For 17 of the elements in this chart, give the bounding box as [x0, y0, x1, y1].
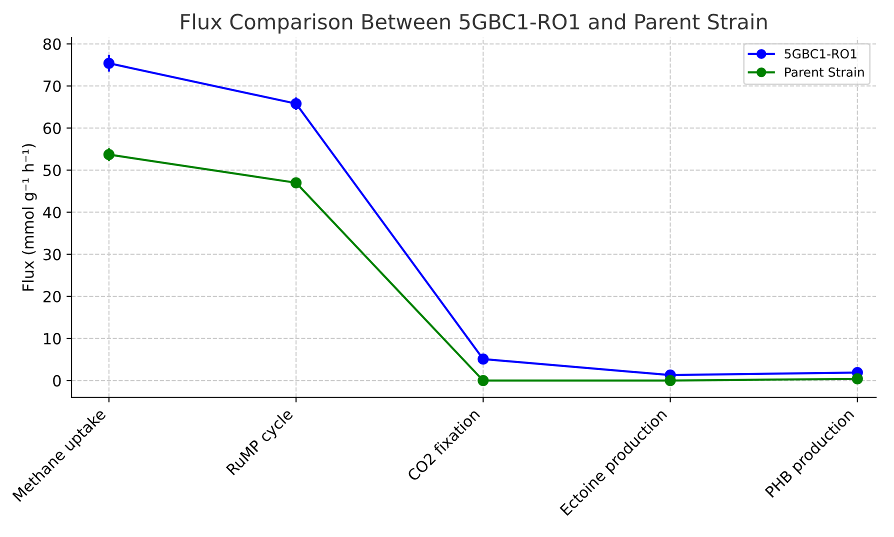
legend-label: Parent Strain: [785, 67, 864, 77]
y-tick-label: 20: [43, 290, 61, 302]
y-tick-label: 30: [44, 248, 61, 260]
legend-label: 5GBC1-RO1: [784, 49, 856, 59]
y-tick-label: 10: [44, 332, 61, 344]
y-tick-label: 50: [44, 164, 61, 176]
point: [664, 374, 676, 386]
y-axis-title: Flux (mmol g⁻¹ h⁻¹): [22, 144, 37, 291]
y-tick-label: 60: [43, 122, 61, 134]
y-tick-label: 70: [44, 80, 61, 92]
point: [478, 354, 489, 365]
chart-title: Flux Comparison Between 5GBC1-RO1 and Parent Strain: [181, 13, 767, 34]
point: [478, 374, 489, 386]
y-tick-label: 40: [43, 206, 61, 218]
point: [852, 373, 863, 384]
y-tick-label: 80: [43, 38, 61, 50]
y-tick-label: 0: [53, 375, 61, 387]
